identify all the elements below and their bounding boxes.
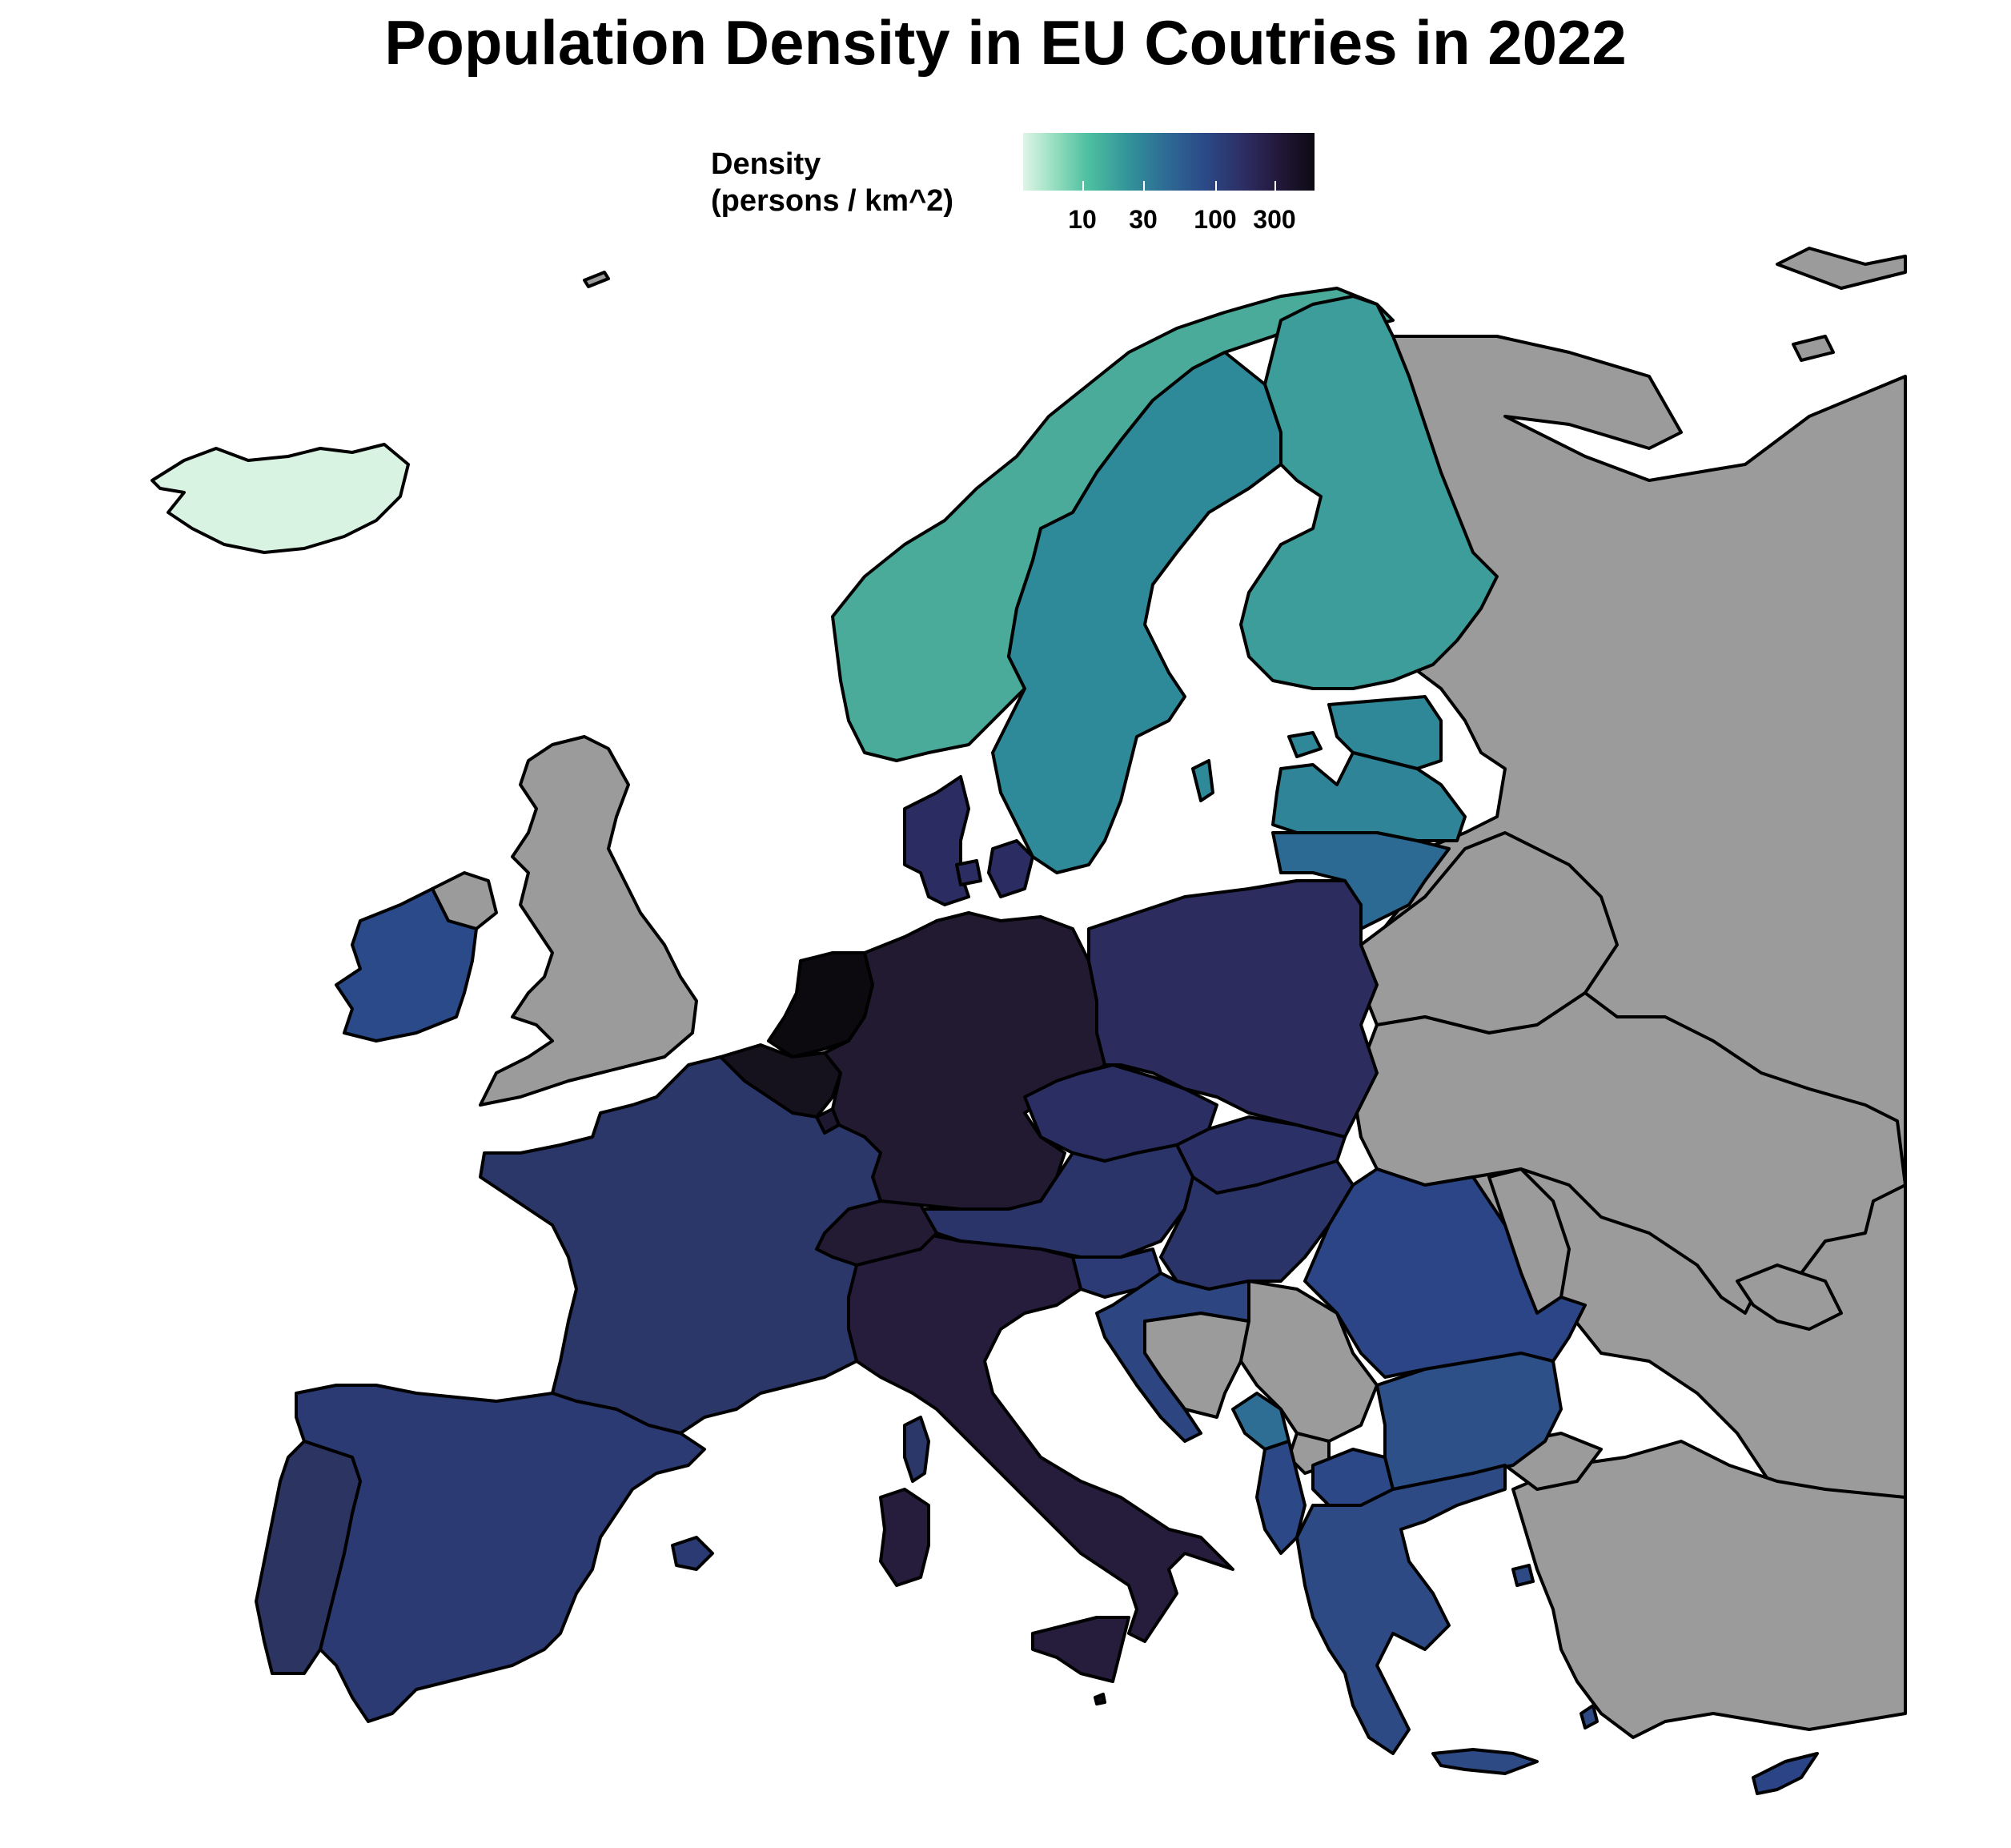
country-cyprus (1752, 1752, 1819, 1795)
country-greece-lesbos (1511, 1564, 1535, 1587)
legend-tick-100 (1215, 181, 1217, 191)
legend-tick-10 (1082, 181, 1084, 191)
country-malta (1094, 1693, 1106, 1705)
legend-color-bar (1023, 133, 1315, 191)
region-crimea (1736, 1263, 1843, 1331)
country-ireland (335, 887, 478, 1043)
region-novaya-zemlya (1792, 335, 1835, 362)
country-spain (295, 1384, 706, 1723)
legend-title: Density (persons / km^2) (711, 146, 953, 219)
country-iceland (151, 443, 410, 554)
country-romania (1303, 1167, 1587, 1379)
legend-tick-30 (1143, 181, 1145, 191)
region-ukraine (1351, 991, 1907, 1315)
country-greece-crete (1431, 1748, 1539, 1775)
country-finland (1239, 295, 1499, 690)
country-croatia (1095, 1272, 1250, 1443)
country-italy (831, 1231, 1234, 1643)
legend-label-30: 30 (1129, 205, 1158, 234)
legend-label-10: 10 (1068, 205, 1097, 234)
region-uk (479, 735, 698, 1107)
country-denmark (903, 775, 970, 906)
country-portugal (255, 1440, 362, 1675)
country-netherlands (767, 951, 874, 1059)
map-title: Population Density in EU Coutries in 202… (384, 7, 1627, 78)
legend-label-300: 300 (1253, 205, 1296, 234)
country-greece-rhodes (1579, 1704, 1599, 1729)
country-latvia (1271, 751, 1467, 842)
country-sweden-gotland (1191, 759, 1214, 802)
legend-label-100: 100 (1194, 205, 1237, 234)
country-lithuania (1271, 831, 1451, 930)
country-spain-mallorca (671, 1536, 714, 1571)
legend-tick-300 (1274, 181, 1276, 191)
country-italy-sardinia (879, 1488, 930, 1587)
country-france-corsica (903, 1416, 930, 1483)
legend-title-line1: Density (711, 147, 821, 181)
region-russia-north (1776, 247, 1907, 290)
country-greece (1295, 1464, 1507, 1755)
country-italy-sicily (1031, 1616, 1130, 1683)
country-france (479, 1055, 882, 1435)
country-denmark-zealand (987, 839, 1034, 898)
country-denmark-funen (955, 859, 982, 886)
region-turkey (1511, 1440, 1907, 1739)
country-estonia-island (1287, 731, 1323, 758)
legend-title-line2: (persons / km^2) (711, 184, 954, 218)
country-sweden (991, 351, 1282, 874)
country-bulgaria (1375, 1352, 1563, 1491)
country-estonia (1327, 695, 1443, 770)
region-jan-mayen (583, 271, 610, 288)
country-hungary (1159, 1159, 1355, 1291)
